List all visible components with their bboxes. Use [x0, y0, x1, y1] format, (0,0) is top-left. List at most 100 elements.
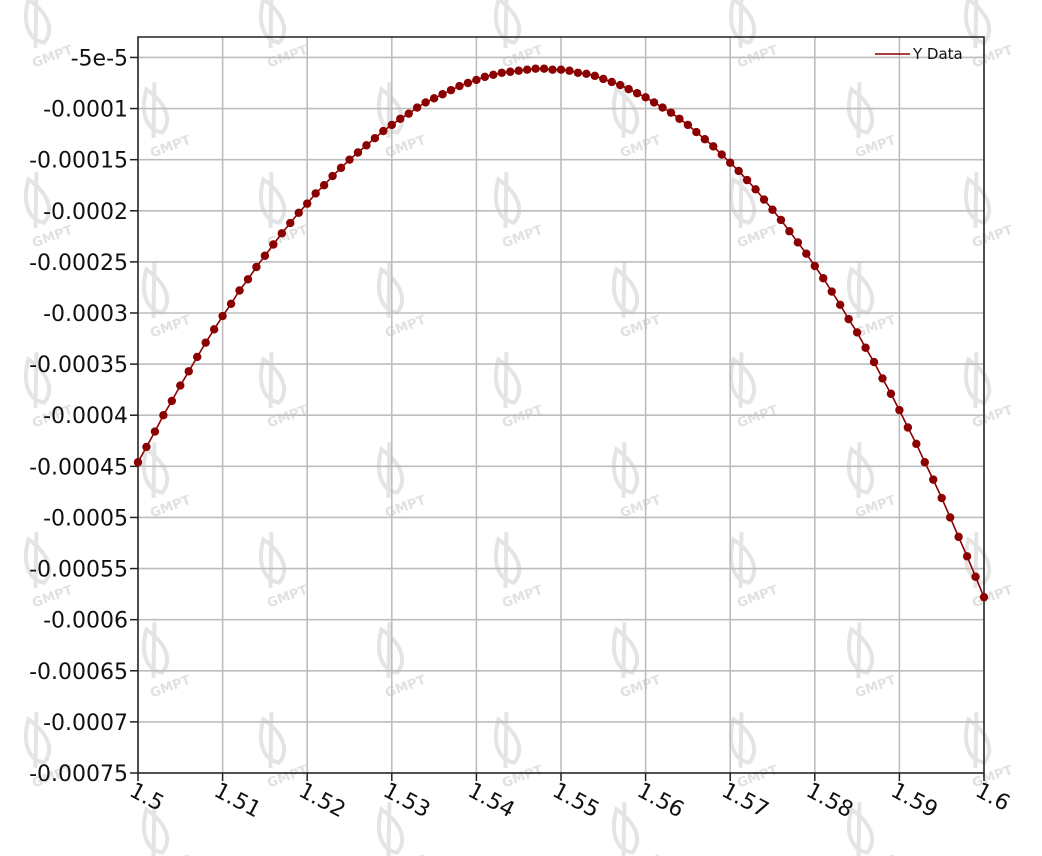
data-point	[683, 120, 693, 130]
data-point	[531, 64, 540, 73]
data-point	[539, 64, 549, 73]
y-tick-label: -5e-5	[71, 46, 128, 71]
data-point	[751, 185, 760, 194]
data-point	[920, 458, 929, 467]
data-point	[649, 98, 659, 107]
legend[interactable]: Y Data	[875, 45, 963, 63]
gmpt-logo-icon: GMPT	[376, 622, 428, 701]
data-point	[869, 357, 879, 367]
data-point	[506, 67, 515, 76]
gmpt-logo-icon: GMPT	[258, 352, 310, 431]
gmpt-logo-icon: GMPT	[258, 712, 310, 791]
gmpt-logo-icon: GMPT	[611, 442, 663, 521]
watermark-layer: GMPT GMPT GMPT GMPT GMPT GMPT GMPT GMPT GMPT GMPT…	[23, 0, 1015, 856]
data-point	[929, 475, 938, 484]
data-point	[810, 261, 819, 271]
data-point	[852, 328, 862, 337]
data-point	[446, 85, 456, 95]
data-point	[167, 396, 177, 406]
x-axis-ticks: 1.5 1.51 1.52 1.53 1.54 1.55 1.56 1.57 1.58 1.59 1…	[125, 773, 1014, 823]
data-point	[184, 367, 193, 376]
data-point	[861, 343, 870, 352]
y-tick-label: -0.0001	[43, 98, 128, 123]
gmpt-logo-icon: GMPT	[846, 622, 898, 701]
y-tick-label: -0.00025	[29, 251, 128, 276]
gmpt-logo-icon: GMPT	[611, 262, 663, 341]
y-tick-label: -0.0002	[43, 200, 128, 225]
data-point	[429, 94, 439, 103]
data-point	[353, 148, 363, 157]
y-tick-label: -0.0006	[43, 609, 128, 634]
y-tick-label: -0.0003	[43, 302, 128, 327]
data-point	[709, 142, 718, 151]
data-point	[319, 181, 329, 190]
data-point	[345, 155, 354, 164]
y-tick-label: -0.0004	[43, 404, 128, 429]
y-tick-label: -0.00045	[29, 455, 128, 480]
y-tick-label: -0.0007	[43, 711, 128, 736]
data-point	[819, 274, 828, 283]
data-point	[632, 89, 642, 98]
y-tick-label: -0.00075	[29, 762, 128, 787]
gmpt-logo-icon: GMPT	[493, 0, 545, 71]
y-tick-label: -0.00015	[29, 149, 128, 174]
gmpt-logo-icon: GMPT	[258, 0, 310, 71]
gmpt-logo-icon: GMPT	[846, 82, 898, 161]
gmpt-logo-icon: GMPT	[728, 0, 780, 71]
data-point	[658, 103, 667, 112]
gmpt-logo-icon: GMPT	[611, 622, 663, 701]
data-point	[294, 208, 303, 218]
data-point	[641, 93, 650, 102]
data-point	[878, 374, 887, 383]
data-point	[438, 90, 447, 99]
x-tick-label: 1.55	[548, 778, 603, 823]
data-point	[565, 66, 574, 75]
gmpt-logo-icon: GMPT	[376, 82, 428, 161]
data-point	[421, 98, 430, 107]
data-point	[252, 262, 261, 272]
data-point	[396, 114, 405, 123]
data-point	[945, 513, 955, 522]
data-point	[793, 238, 803, 247]
data-point	[903, 423, 913, 432]
gmpt-logo-icon: GMPT	[493, 532, 545, 611]
data-point	[700, 135, 710, 144]
data-point	[336, 163, 346, 173]
data-point	[176, 381, 185, 390]
gmpt-logo-icon: GMPT	[23, 0, 75, 71]
data-point	[759, 195, 769, 204]
data-point	[286, 218, 295, 228]
x-tick-label: 1.58	[802, 778, 857, 823]
data-point	[218, 311, 227, 321]
data-point	[895, 405, 904, 415]
data-point	[607, 77, 616, 87]
data-point	[979, 592, 989, 602]
x-tick-label: 1.51	[210, 778, 265, 823]
data-point	[599, 74, 608, 84]
data-point	[912, 439, 921, 449]
x-tick-label: 1.59	[887, 778, 942, 823]
y-tick-label: -0.00035	[29, 353, 128, 378]
data-point	[802, 249, 811, 258]
data-point	[455, 81, 464, 91]
data-point	[159, 411, 168, 420]
data-point	[835, 300, 845, 310]
gmpt-logo-icon: GMPT	[376, 442, 428, 521]
data-point	[277, 229, 287, 238]
gmpt-logo-icon: GMPT	[493, 712, 545, 791]
data-point	[243, 275, 253, 284]
data-point	[726, 158, 735, 167]
data-point	[226, 299, 236, 308]
legend-label-y-data: Y Data	[912, 45, 963, 63]
data-point	[311, 189, 320, 198]
data-point	[734, 166, 743, 176]
data-point	[886, 389, 896, 398]
series-layer	[133, 64, 989, 602]
data-point	[522, 65, 532, 74]
data-point	[548, 65, 557, 74]
data-point	[303, 199, 312, 208]
data-point	[362, 141, 371, 150]
data-point	[150, 427, 160, 436]
data-point	[624, 84, 633, 94]
